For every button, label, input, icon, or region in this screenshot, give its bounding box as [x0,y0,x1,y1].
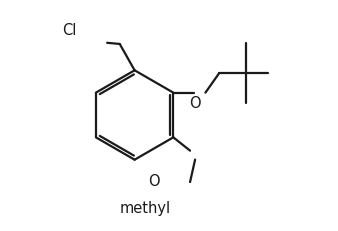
Text: O: O [190,95,201,110]
Text: O: O [148,173,160,188]
Text: methyl: methyl [119,201,170,215]
Text: Cl: Cl [62,22,76,37]
